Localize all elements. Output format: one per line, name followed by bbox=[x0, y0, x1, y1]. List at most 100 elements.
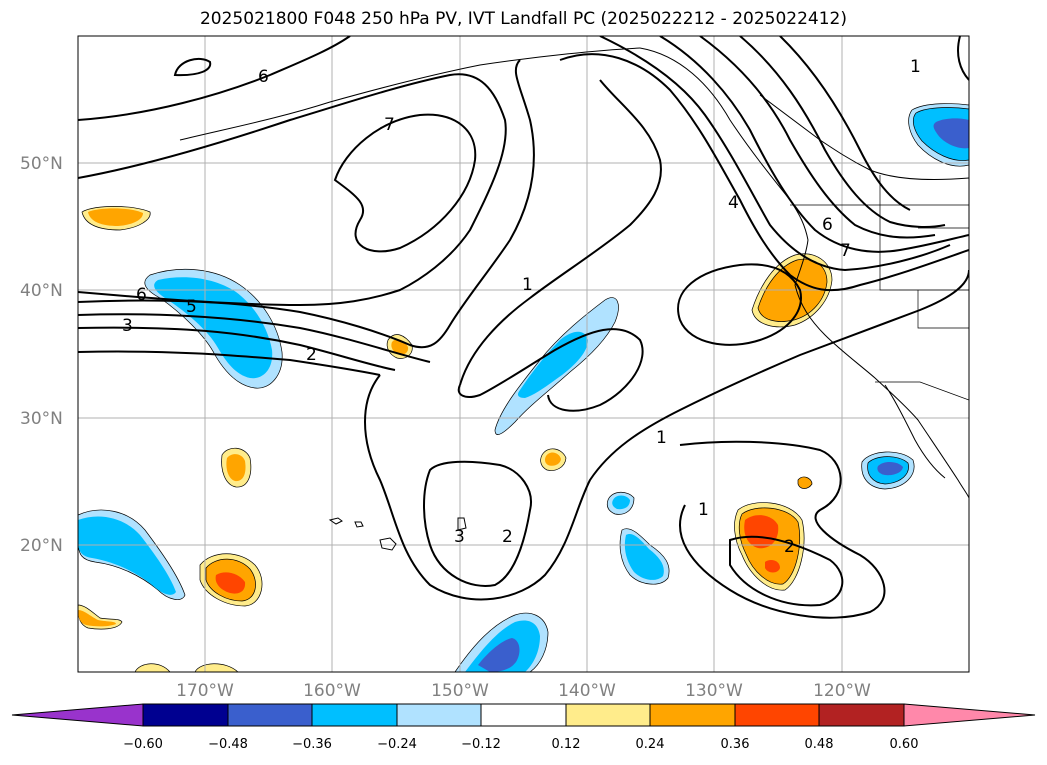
pv-contour bbox=[677, 263, 802, 346]
pv-contour bbox=[779, 36, 911, 211]
contour-label: 1 bbox=[522, 275, 533, 295]
negative-anomaly-area bbox=[933, 118, 969, 149]
colorbar-segment bbox=[734, 703, 820, 727]
pv-contour bbox=[659, 36, 969, 253]
colorbar-tick-label: 0.12 bbox=[552, 737, 581, 752]
contour-label: 7 bbox=[384, 115, 395, 135]
pv-contour bbox=[599, 36, 951, 272]
contour-label: 6 bbox=[258, 67, 269, 87]
positive-anomaly-area bbox=[544, 452, 561, 466]
colorbar-tick-label: −0.24 bbox=[377, 737, 417, 752]
colorbar-segment bbox=[396, 703, 482, 727]
pv-contour bbox=[457, 328, 644, 412]
colorbar-tick-label: 0.24 bbox=[636, 737, 665, 752]
lon-label: 140°W bbox=[558, 681, 616, 701]
contour-labels: 6 7 6 5 3 2 1 4 1 6 7 1 1 3 2 2 bbox=[122, 57, 921, 557]
positive-anomaly-area bbox=[744, 515, 779, 549]
contour-label: 3 bbox=[122, 316, 133, 336]
map-title: 2025021800 F048 250 hPa PV, IVT Landfall… bbox=[199, 9, 847, 29]
colorbar bbox=[11, 703, 1036, 727]
colorbar-segment bbox=[227, 703, 313, 727]
pv-contour bbox=[173, 57, 212, 77]
contour-label: 1 bbox=[698, 500, 709, 520]
canada-coast bbox=[759, 94, 969, 181]
baja-coastline bbox=[884, 384, 946, 479]
pv-contour bbox=[78, 313, 431, 363]
contour-label: 4 bbox=[728, 193, 739, 213]
positive-anomaly-area bbox=[88, 208, 143, 226]
positive-anomaly-area bbox=[215, 572, 246, 594]
contour-label: 1 bbox=[910, 57, 921, 77]
west-coast bbox=[794, 239, 969, 499]
colorbar-segment bbox=[142, 703, 229, 727]
latitude-labels: 50°N 40°N 30°N 20°N bbox=[20, 154, 63, 556]
negative-anomaly-area bbox=[612, 495, 630, 510]
contour-label: 7 bbox=[840, 241, 851, 261]
contour-label: 1 bbox=[656, 428, 667, 448]
positive-anomaly-area bbox=[797, 476, 813, 489]
pv-contour bbox=[78, 59, 535, 349]
longitude-labels: 170°W 160°W 150°W 140°W 130°W 120°W bbox=[176, 681, 871, 701]
pv-contour bbox=[459, 79, 662, 386]
colorbar-low-extension bbox=[11, 703, 144, 727]
contour-label: 3 bbox=[454, 527, 465, 547]
colorbar-segment bbox=[311, 703, 398, 727]
lat-label: 30°N bbox=[20, 409, 63, 429]
lon-label: 160°W bbox=[303, 681, 361, 701]
hawaii-islands bbox=[328, 517, 467, 551]
colorbar-tick-label: 0.36 bbox=[721, 737, 750, 752]
colorbar-segment bbox=[480, 703, 567, 727]
colorbar-tick-label: −0.48 bbox=[208, 737, 248, 752]
map-frame bbox=[77, 35, 970, 673]
alaska-coastline bbox=[179, 47, 641, 141]
pv-contour bbox=[423, 460, 532, 587]
lat-label: 40°N bbox=[20, 281, 63, 301]
pv-contour bbox=[364, 269, 969, 601]
pv-contour bbox=[739, 36, 946, 228]
colorbar-tick-label: 0.48 bbox=[805, 737, 834, 752]
contour-label: 2 bbox=[306, 345, 317, 365]
pv-contour bbox=[78, 36, 351, 121]
lon-label: 150°W bbox=[431, 681, 489, 701]
pv-contours bbox=[78, 36, 969, 619]
alaska-panhandle-coastline bbox=[639, 47, 809, 241]
pv-contour bbox=[699, 36, 936, 239]
lon-label: 170°W bbox=[176, 681, 234, 701]
positive-anomaly-area bbox=[765, 560, 780, 573]
pv-contour bbox=[78, 326, 396, 371]
negative-anomaly-area bbox=[517, 331, 588, 398]
colorbar-segment bbox=[818, 703, 905, 727]
negative-anomaly-area bbox=[478, 638, 520, 672]
contour-label: 2 bbox=[784, 537, 795, 557]
pv-contour bbox=[729, 535, 844, 607]
colorbar-segment bbox=[649, 703, 736, 727]
contour-label: 5 bbox=[186, 297, 197, 317]
lat-label: 20°N bbox=[20, 536, 63, 556]
lon-label: 120°W bbox=[813, 681, 871, 701]
colorbar-tick-label: −0.60 bbox=[123, 737, 163, 752]
pv-contour bbox=[957, 36, 969, 81]
lat-label: 50°N bbox=[20, 154, 63, 174]
colorbar-high-extension bbox=[903, 703, 1036, 727]
colorbar-tick-labels: −0.60 −0.48 −0.36 −0.24 −0.12 0.12 0.24 … bbox=[123, 737, 918, 752]
state-borders bbox=[879, 175, 969, 329]
colorbar-tick-label: −0.12 bbox=[461, 737, 501, 752]
pv-contour bbox=[679, 440, 886, 619]
negative-anomaly-area bbox=[78, 516, 176, 595]
us-mexico-border bbox=[875, 381, 969, 401]
contour-label: 2 bbox=[502, 527, 513, 547]
pv-contour bbox=[78, 350, 381, 376]
pv-contour bbox=[333, 113, 477, 253]
lon-label: 130°W bbox=[685, 681, 743, 701]
colorbar-tick-label: −0.36 bbox=[292, 737, 332, 752]
positive-anomaly-area bbox=[78, 610, 116, 627]
colorbar-tick-label: 0.60 bbox=[890, 737, 919, 752]
contour-label: 6 bbox=[822, 215, 833, 235]
positive-anomaly-area bbox=[226, 454, 246, 482]
pv-contour bbox=[559, 53, 969, 292]
negative-anomaly-area bbox=[877, 461, 903, 476]
colorbar-segment bbox=[565, 703, 651, 727]
contour-label: 6 bbox=[136, 285, 147, 305]
pv-contour bbox=[78, 73, 507, 307]
